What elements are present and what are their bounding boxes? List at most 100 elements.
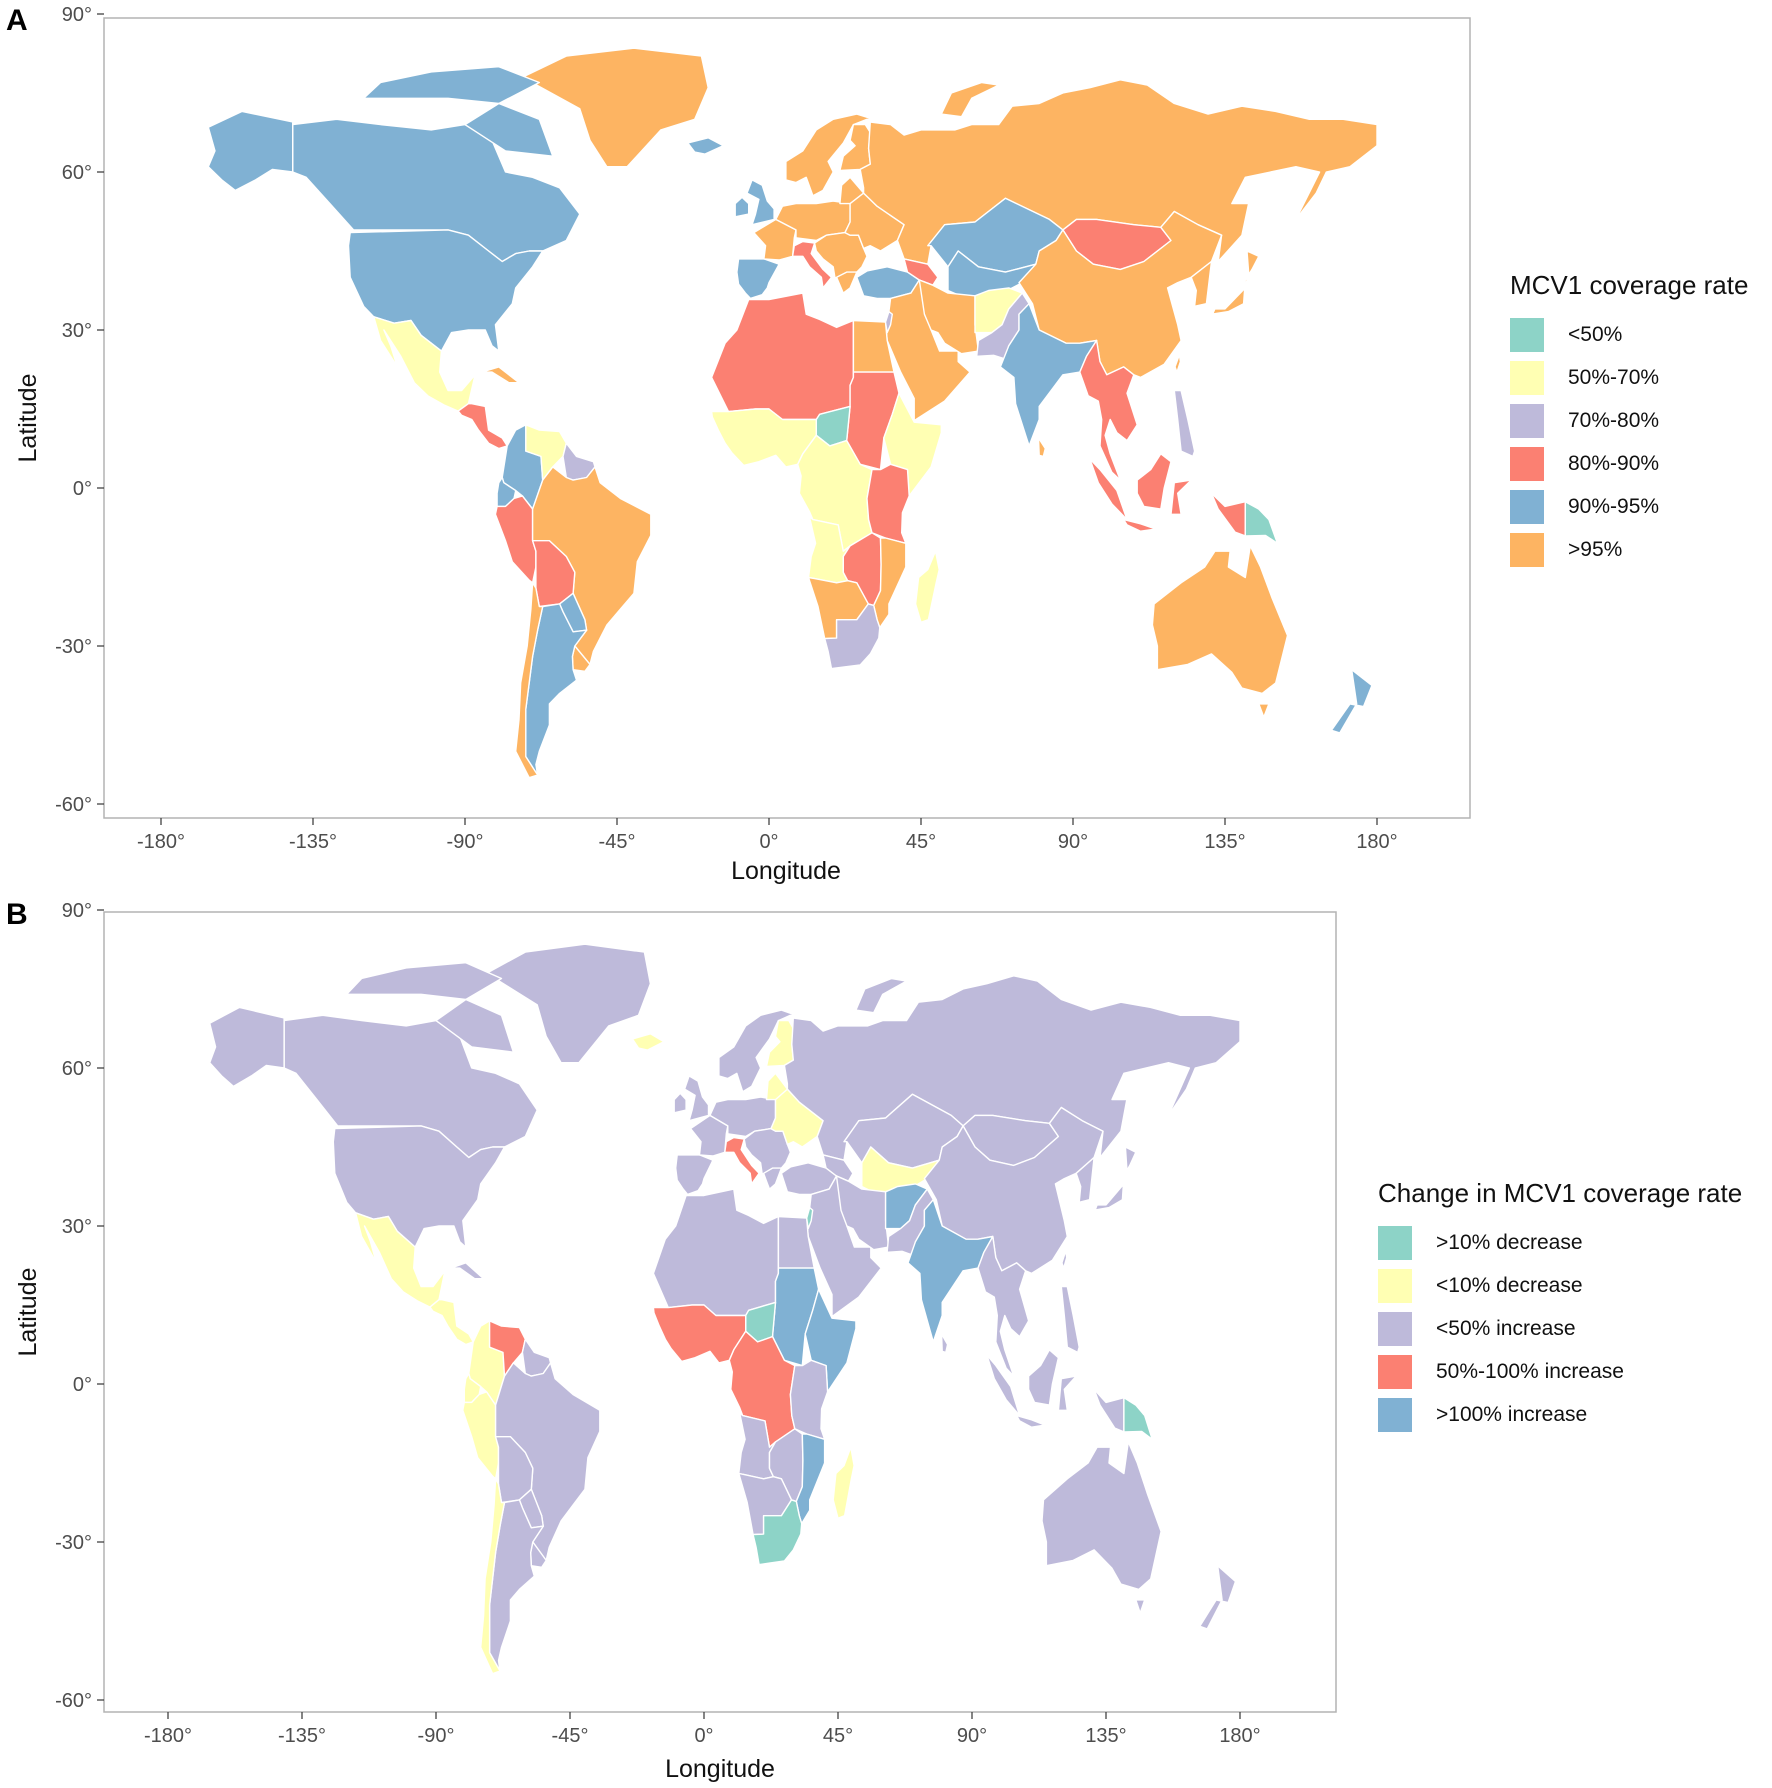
x-tick-label: -45° [599, 831, 636, 853]
region-papua-new-guinea [1123, 1397, 1153, 1440]
x-tick-label: -90° [418, 1725, 455, 1747]
region-taiwan [1061, 1250, 1068, 1269]
region-alaska [207, 110, 294, 192]
legend-item-90-95: 90%-95% [1510, 485, 1748, 528]
legend-label: 90%-95% [1568, 494, 1660, 518]
legend-label: 70%-80% [1568, 408, 1660, 432]
region-korea [1190, 260, 1213, 307]
legend-swatch [1378, 1354, 1412, 1389]
legend-swatch [1510, 446, 1544, 481]
region-central-america [429, 1299, 474, 1346]
region-australia [1041, 1441, 1162, 1591]
x-axis-ticks: -180° -135° -90° -45° 0° 45° 90° 135° 180° [137, 818, 1398, 853]
legend-label: >95% [1568, 537, 1623, 561]
region-greece [762, 1167, 783, 1190]
panel-letter: B [6, 898, 28, 931]
legend-swatch [1378, 1397, 1412, 1432]
region-sri-lanka [1037, 437, 1047, 458]
plot-frame [103, 17, 1471, 819]
legend-swatch [1510, 360, 1544, 395]
region-east-africa [866, 463, 910, 544]
region-cuba [450, 1262, 485, 1280]
panel-a: A -180° -135° -90° -45° 0° 45° 90° 135° 180° 90°… [0, 0, 1772, 890]
x-tick-label: 135° [1204, 831, 1245, 853]
region-iceland [631, 1033, 665, 1051]
land-layer [207, 47, 1378, 779]
land-layer [208, 943, 1241, 1675]
legend-swatch [1510, 403, 1544, 438]
region-australia [1151, 545, 1289, 695]
region-java [1016, 1414, 1046, 1428]
y-axis-title: Latitude [14, 374, 42, 463]
region-uk [746, 179, 775, 226]
region-papua-new-guinea [1244, 501, 1279, 544]
region-sumatra [986, 1354, 1021, 1417]
x-tick-label: 0° [759, 831, 778, 853]
region-venezuela [488, 1320, 526, 1377]
x-tick-label: -135° [278, 1725, 326, 1747]
region-chile [480, 1478, 506, 1675]
region-sri-lanka [940, 1333, 949, 1354]
y-tick-label: 0° [73, 1374, 92, 1396]
legend-label: 50%-100% increase [1436, 1359, 1624, 1383]
region-sulawesi [1170, 479, 1192, 515]
region-madagascar [914, 550, 940, 623]
y-axis-ticks: 90° 60° 30° 0° -30° -60° [55, 4, 104, 816]
region-cyprus-levant [884, 310, 893, 334]
region-madagascar [832, 1446, 855, 1519]
legend-item-100-increase: >100% increase [1378, 1393, 1742, 1436]
legend-label: <10% decrease [1436, 1273, 1583, 1297]
region-alaska [208, 1006, 285, 1088]
x-tick-label: -45° [552, 1725, 589, 1747]
x-axis-title: Longitude [731, 857, 841, 885]
region-iberia [675, 1154, 714, 1196]
legend-item-50: <50% [1510, 313, 1748, 356]
region-philippines [1060, 1285, 1080, 1354]
region-borneo [1136, 453, 1172, 510]
region-new-guinea [1210, 492, 1247, 537]
region-india [907, 1199, 994, 1343]
region-japan [1207, 250, 1260, 326]
map-a: -180° -135° -90° -45° 0° 45° 90° 135° 180° 90° 60… [14, 4, 1471, 885]
y-tick-label: -60° [55, 794, 92, 816]
legend-item-80-90: 80%-90% [1510, 442, 1748, 485]
x-tick-label: 180° [1356, 831, 1397, 853]
x-tick-label: 0° [694, 1725, 713, 1747]
x-axis-ticks: -180° -135° -90° -45° 0° 45° 90° 135° 180° [144, 1712, 1261, 1747]
region-mozambique [795, 1433, 826, 1525]
region-south-africa [752, 1499, 803, 1566]
region-baffin-island [435, 998, 515, 1053]
region-baffin-island [464, 102, 554, 157]
map-b: -180° -135° -90° -45° 0° 45° 90° 135° 180° 90° 60… [14, 900, 1337, 1783]
region-india [999, 303, 1098, 447]
legend-label: <50% [1568, 322, 1623, 346]
region-sumatra [1089, 458, 1128, 521]
region-greenland [521, 47, 709, 168]
x-tick-label: -135° [289, 831, 337, 853]
y-tick-label: -60° [55, 1690, 92, 1712]
y-tick-label: 90° [62, 4, 92, 26]
region-southeast-asia [977, 1235, 1030, 1377]
x-tick-label: 135° [1085, 1725, 1126, 1747]
region-mozambique [873, 537, 907, 629]
region-north-africa [652, 1188, 780, 1317]
x-tick-label: 90° [957, 1725, 987, 1747]
region-new-zealand [1330, 669, 1373, 734]
region-north-africa [710, 292, 855, 421]
region-egypt [777, 1215, 815, 1269]
legend-label: 80%-90% [1568, 451, 1660, 475]
legend-title: MCV1 coverage rate [1510, 270, 1749, 300]
y-tick-label: 0° [73, 478, 92, 500]
region-greece [835, 271, 858, 294]
region-west-africa [652, 1304, 747, 1364]
panel-b: B -180° -135° -90° -45° 0° 45° 90° 135° 180° 90°… [0, 894, 1772, 1788]
region-peru [462, 1391, 500, 1480]
x-tick-label: -180° [137, 831, 185, 853]
region-philippines [1173, 389, 1196, 458]
legend-title: Change in MCV1 coverage rate [1378, 1178, 1743, 1208]
region-sulawesi [1057, 1375, 1077, 1411]
y-axis-title: Latitude [14, 1268, 42, 1357]
region-java [1122, 518, 1157, 532]
y-tick-label: 60° [62, 1058, 92, 1080]
legend-item-50-100-increase: 50%-100% increase [1378, 1350, 1742, 1393]
